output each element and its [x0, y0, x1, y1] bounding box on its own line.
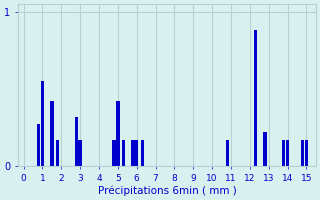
Bar: [141, 140, 144, 166]
Bar: [305, 140, 308, 166]
Bar: [75, 117, 78, 166]
Bar: [78, 140, 82, 166]
Bar: [50, 101, 53, 166]
Bar: [112, 140, 116, 166]
Bar: [56, 140, 59, 166]
Bar: [226, 140, 229, 166]
Bar: [263, 132, 267, 166]
Bar: [135, 140, 139, 166]
Bar: [254, 30, 257, 166]
Bar: [282, 140, 285, 166]
Bar: [301, 140, 304, 166]
Bar: [37, 124, 40, 166]
Bar: [41, 81, 44, 166]
Bar: [286, 140, 289, 166]
Bar: [116, 101, 120, 166]
Bar: [131, 140, 135, 166]
Bar: [122, 140, 125, 166]
X-axis label: Précipitations 6min ( mm ): Précipitations 6min ( mm ): [98, 185, 236, 196]
